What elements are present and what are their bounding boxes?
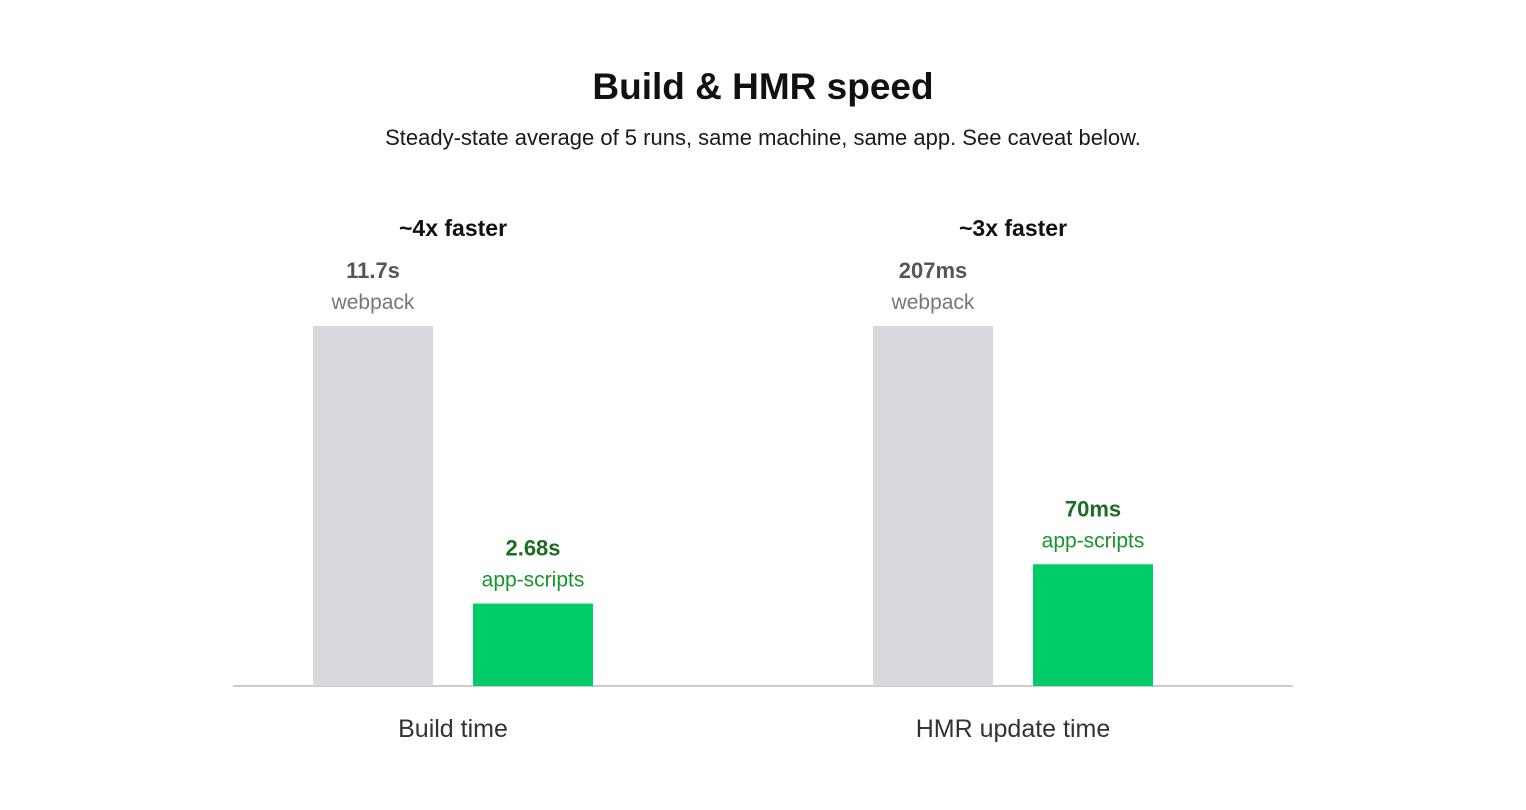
bar-app-scripts (1033, 564, 1153, 686)
bar-series-label: webpack (331, 291, 415, 314)
category-label: Build time (398, 715, 508, 743)
bar-value-label: 11.7s (346, 258, 400, 283)
speedup-label: ~3x faster (959, 215, 1067, 241)
speedup-label: ~4x faster (399, 215, 507, 241)
bar-series-label: app-scripts (482, 569, 585, 592)
bar-value-label: 207ms (899, 258, 968, 283)
bar-value-label: 70ms (1065, 496, 1121, 521)
chart-subtitle: Steady-state average of 5 runs, same mac… (385, 125, 1141, 150)
bar-value-label: 2.68s (505, 536, 560, 561)
category-label: HMR update time (916, 715, 1111, 743)
bar-webpack (873, 326, 993, 686)
bar-app-scripts (473, 603, 593, 686)
bar-webpack (313, 326, 433, 686)
bar-series-label: webpack (891, 291, 975, 314)
bar-series-label: app-scripts (1042, 529, 1145, 552)
chart-title: Build & HMR speed (592, 66, 934, 107)
